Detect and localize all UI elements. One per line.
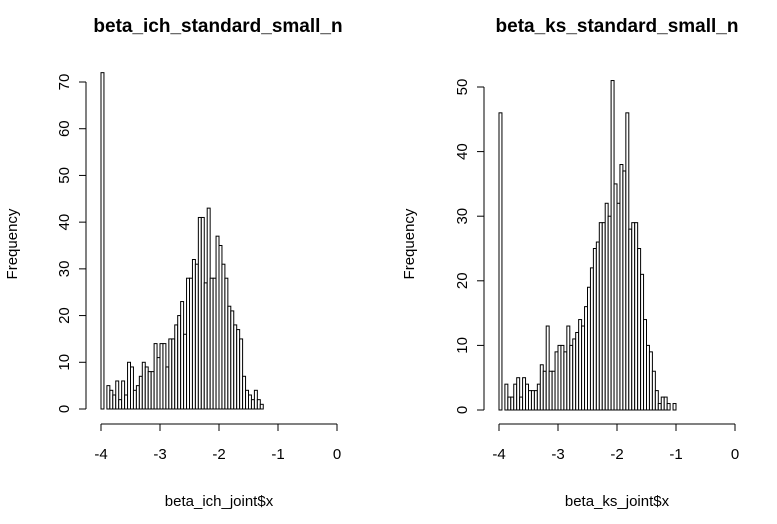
histogram-panel-ks: beta_ks_standard_small_n Frequency beta_… xyxy=(401,16,739,510)
y-axis-label: Frequency xyxy=(401,208,418,279)
histogram-bar xyxy=(666,403,671,411)
y-tick-label: 50 xyxy=(454,79,471,96)
x-tick-label: -1 xyxy=(669,446,682,463)
histogram-bar xyxy=(672,403,677,411)
y-tick-label: 40 xyxy=(56,214,73,231)
y-tick-label: 10 xyxy=(454,337,471,354)
x-tick-label: -1 xyxy=(271,446,284,463)
x-axis: -4 -3 -2 -1 0 xyxy=(94,423,341,463)
x-tick-label: -3 xyxy=(551,446,564,463)
x-tick-label: -3 xyxy=(153,446,166,463)
histogram-bar xyxy=(100,72,105,410)
y-tick-label: 50 xyxy=(56,167,73,184)
y-axis: 0 10 20 30 40 50 xyxy=(454,79,485,414)
y-tick-label: 20 xyxy=(454,272,471,289)
y-tick-label: 60 xyxy=(56,120,73,137)
y-tick-label: 0 xyxy=(454,406,471,414)
y-axis: 0 10 20 30 40 50 60 70 xyxy=(56,74,87,413)
histogram-bar xyxy=(259,403,264,410)
chart-title: beta_ks_standard_small_n xyxy=(496,16,739,37)
y-axis-label: Frequency xyxy=(4,208,21,279)
histogram-bar xyxy=(130,366,134,410)
y-tick-label: 0 xyxy=(56,405,73,413)
histogram-bars xyxy=(498,80,677,411)
y-tick-label: 20 xyxy=(56,307,73,324)
x-tick-label: -2 xyxy=(610,446,623,463)
histogram-bar xyxy=(516,377,521,411)
histogram-bar xyxy=(115,380,120,410)
y-tick-label: 40 xyxy=(454,143,471,160)
y-tick-label: 30 xyxy=(454,208,471,225)
x-tick-label: 0 xyxy=(333,446,341,463)
y-tick-label: 10 xyxy=(56,354,73,371)
histogram-bar xyxy=(654,390,659,411)
y-tick-label: 70 xyxy=(56,74,73,91)
histogram-bar xyxy=(545,325,550,411)
x-tick-label: -2 xyxy=(212,446,225,463)
x-axis: -4 -3 -2 -1 0 xyxy=(492,423,739,463)
chart-title: beta_ich_standard_small_n xyxy=(93,16,342,37)
y-tick-label: 30 xyxy=(56,261,73,278)
x-tick-label: -4 xyxy=(94,446,107,463)
x-tick-label: -4 xyxy=(492,446,505,463)
x-tick-label: 0 xyxy=(731,446,739,463)
histogram-panel-ich: beta_ich_standard_small_n Frequency beta… xyxy=(4,16,343,510)
histogram-bar xyxy=(498,112,503,411)
x-axis-label: beta_ich_joint$x xyxy=(165,493,274,510)
histogram-bars xyxy=(100,72,264,410)
x-axis-label: beta_ks_joint$x xyxy=(565,493,670,510)
histogram-bar xyxy=(239,338,244,410)
